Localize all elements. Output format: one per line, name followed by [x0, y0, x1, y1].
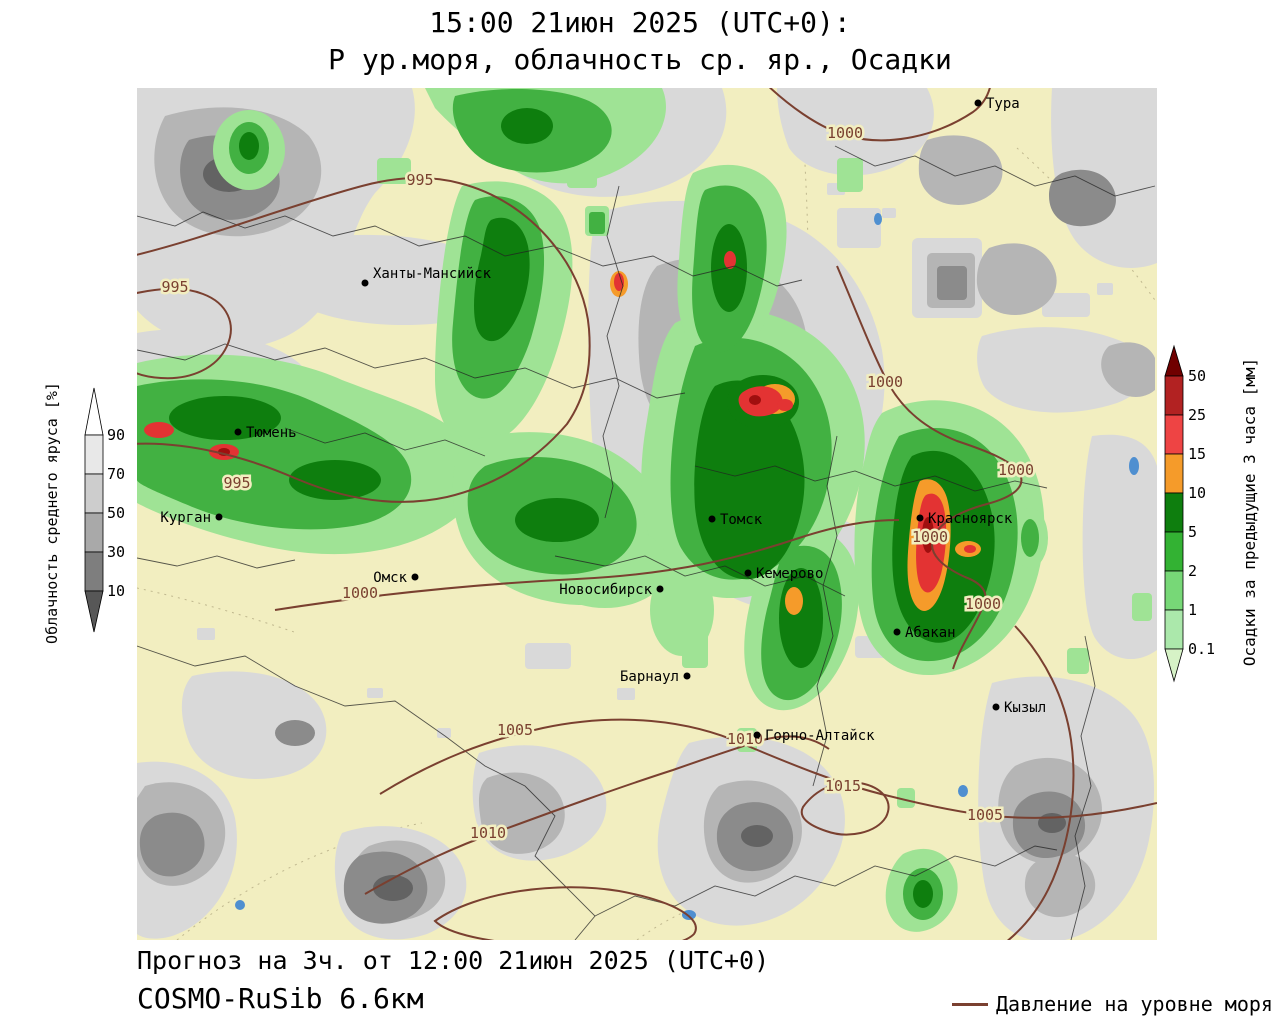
- svg-text:50: 50: [107, 504, 125, 522]
- city-label: Кызыл: [1004, 700, 1046, 716]
- svg-text:15: 15: [1188, 445, 1206, 463]
- water-bodies: [235, 213, 1139, 920]
- svg-text:5: 5: [1188, 523, 1197, 541]
- model-info: COSMO-RuSib 6.6км: [137, 982, 424, 1015]
- isobar-label: 995: [223, 474, 250, 492]
- svg-text:25: 25: [1188, 406, 1206, 424]
- city-dot: [411, 573, 419, 581]
- pressure-line-sample: [952, 1002, 988, 1006]
- isobar-label: 1005: [497, 721, 533, 739]
- city-dot: [708, 515, 716, 523]
- city-marker-krasnoyarsk: Красноярск: [916, 511, 1013, 527]
- isobar-label: 1000: [998, 461, 1034, 479]
- svg-text:10: 10: [107, 582, 125, 600]
- cloud-colorbar: Облачность среднего яруса [%] 90 70 50 3…: [45, 382, 125, 644]
- city-marker-kurgan: Курган: [160, 510, 223, 526]
- city-dot: [753, 731, 761, 739]
- city-marker-novosibirsk: Новосибирск: [559, 582, 664, 598]
- city-marker-omsk: Омск: [373, 570, 419, 586]
- isobar-label: 1000: [867, 373, 903, 391]
- city-label: Красноярск: [928, 511, 1013, 527]
- isobar-labels: 995 995 995 1000 1000 1000 1000 1000 100…: [159, 122, 1037, 845]
- svg-text:0.1: 0.1: [1188, 640, 1215, 658]
- isobar-label: 1000: [965, 595, 1001, 613]
- svg-text:90: 90: [107, 426, 125, 444]
- forecast-info: Прогноз на 3ч. от 12:00 21июн 2025 (UTC+…: [137, 946, 770, 975]
- city-label: Курган: [160, 510, 211, 526]
- isobar-label: 995: [406, 171, 433, 189]
- city-marker-khanty-mansiysk: Ханты-Мансийск: [361, 266, 492, 287]
- city-marker-kemerovo: Кемерово: [744, 566, 823, 582]
- svg-text:1: 1: [1188, 601, 1197, 619]
- city-dot: [916, 514, 924, 522]
- title-line1: 15:00 21июн 2025 (UTC+0):: [429, 6, 851, 39]
- precip-colorbar-title: Осадки за предыдущие 3 часа [мм]: [1240, 358, 1259, 666]
- city-dot: [683, 672, 691, 680]
- city-dot: [234, 428, 242, 436]
- title-line2: Р ур.моря, облачность ср. яр., Осадки: [328, 43, 952, 76]
- isobar-lines: [137, 88, 1157, 940]
- city-marker-gorno-altaysk: Горно-Алтайск: [753, 728, 875, 744]
- svg-text:50: 50: [1188, 367, 1206, 385]
- city-markers: Тура Ханты-Мансийск Тюмень Курган Омск Т…: [160, 96, 1046, 744]
- city-label: Омск: [373, 570, 407, 586]
- city-dot: [992, 703, 1000, 711]
- precip-colorbar-ticks: 50 25 15 10 5 2 1 0.1: [1188, 367, 1215, 658]
- city-label: Кемерово: [756, 566, 823, 582]
- cloud-colorbar-ticks: 90 70 50 30 10: [107, 426, 125, 600]
- isobar-label: 1000: [912, 528, 948, 546]
- isobar-label: 1000: [342, 584, 378, 602]
- isobar-label: 1000: [827, 124, 863, 142]
- svg-text:10: 10: [1188, 484, 1206, 502]
- city-label: Томск: [720, 512, 763, 528]
- city-dot: [215, 513, 223, 521]
- city-dot: [361, 279, 369, 287]
- isobar-label: 1010: [470, 824, 506, 842]
- city-label: Тюмень: [246, 425, 297, 441]
- precip-colorbar-scale: [1164, 344, 1184, 683]
- map-canvas: 995 995 995 1000 1000 1000 1000 1000 100…: [137, 88, 1157, 940]
- cloud-colorbar-scale: [84, 387, 104, 633]
- page-title: 15:00 21июн 2025 (UTC+0): Р ур.моря, обл…: [0, 4, 1280, 78]
- pressure-legend: Давление на уровне моря: [952, 992, 1273, 1016]
- city-dot: [744, 569, 752, 577]
- admin-borders: [137, 145, 1156, 940]
- city-label: Ханты-Мансийск: [373, 266, 492, 282]
- city-dot: [974, 99, 982, 107]
- svg-text:70: 70: [107, 465, 125, 483]
- precip-colorbar: Осадки за предыдущие 3 часа [мм] 50 25 1…: [1164, 344, 1259, 683]
- city-marker-barnaul: Барнаул: [620, 669, 691, 685]
- city-marker-tura: Тура: [974, 96, 1020, 112]
- city-dot: [893, 628, 901, 636]
- svg-text:30: 30: [107, 543, 125, 561]
- city-marker-tyumen: Тюмень: [234, 425, 297, 441]
- city-label: Тура: [986, 96, 1020, 112]
- city-label: Барнаул: [620, 669, 679, 685]
- city-marker-abakan: Абакан: [893, 625, 956, 641]
- city-marker-tomsk: Томск: [708, 512, 763, 528]
- city-label: Новосибирск: [559, 582, 652, 598]
- cloud-colorbar-title: Облачность среднего яруса [%]: [45, 382, 61, 644]
- svg-text:2: 2: [1188, 562, 1197, 580]
- city-marker-kyzyl: Кызыл: [992, 700, 1046, 716]
- pressure-legend-label: Давление на уровне моря: [996, 992, 1273, 1016]
- isobar-label: 995: [161, 278, 188, 296]
- city-dot: [656, 585, 664, 593]
- isobar-label: 1015: [825, 777, 861, 795]
- city-label: Абакан: [905, 625, 956, 641]
- city-label: Горно-Алтайск: [765, 728, 875, 744]
- isobar-label: 1005: [967, 806, 1003, 824]
